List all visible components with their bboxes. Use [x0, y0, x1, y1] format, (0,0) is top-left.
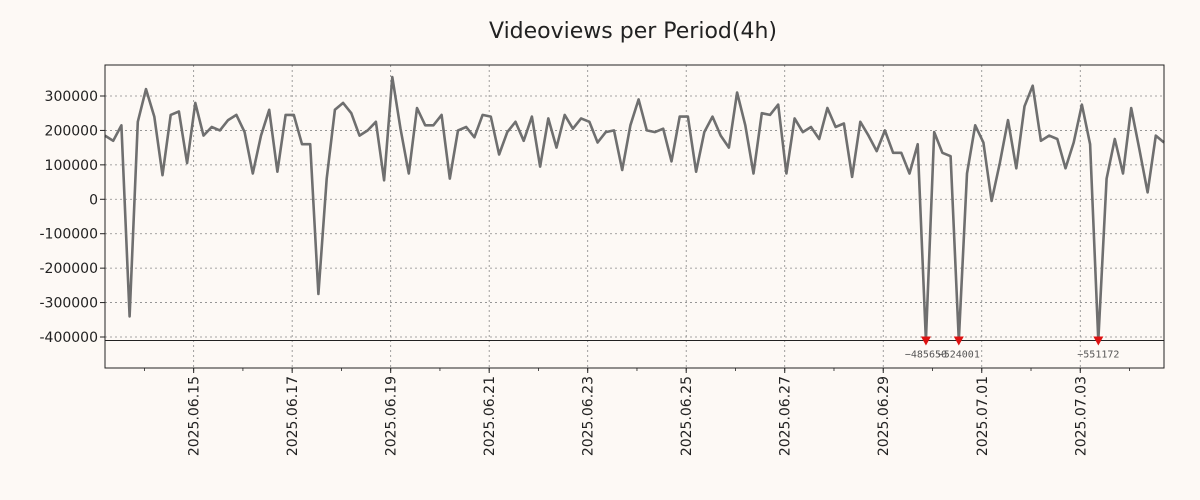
x-tick-label: 2025.06.21 [482, 376, 498, 456]
y-axis: 300000 200000 100000 0 -100000 -200000 -300000… [40, 89, 105, 346]
clip-marker [953, 336, 964, 346]
x-tick-label: 2025.07.03 [1073, 376, 1089, 456]
series-layer [104, 75, 1165, 342]
chart-title: Videoviews per Period(4h) [489, 19, 777, 44]
x-tick-label: 2025.06.17 [285, 376, 301, 456]
x-axis: 2025.06.15 2025.06.17 2025.06.19 2025.06.21… [144, 368, 1130, 456]
x-tick-label: 2025.06.19 [384, 376, 400, 456]
x-tick-label: 2025.06.25 [679, 376, 695, 456]
plot-frame [104, 64, 1165, 369]
x-tick-label: 2025.06.23 [581, 376, 597, 456]
y-tick-label: -200000 [40, 261, 99, 277]
y-tick-label: 300000 [45, 89, 98, 105]
y-tick-label: -300000 [40, 296, 99, 312]
clip-marker [1093, 336, 1104, 346]
clip-value-label: −524001 [938, 349, 980, 360]
y-tick-label: 100000 [45, 158, 98, 174]
clip-marker-layer: −485650−524001 −551172 [905, 336, 1119, 360]
y-tick-label: -400000 [40, 330, 99, 346]
x-tick-label: 2025.06.27 [778, 376, 794, 456]
grid-layer [105, 65, 1164, 368]
x-tick-label: 2025.06.15 [187, 376, 203, 456]
clip-marker [920, 336, 931, 346]
clip-value-label: −485650 [905, 349, 947, 360]
clip-value-label: −551172 [1077, 349, 1119, 360]
x-tick-label: 2025.07.01 [975, 376, 991, 456]
y-tick-label: 200000 [45, 123, 98, 139]
y-tick-label: -100000 [40, 227, 99, 243]
x-tick-label: 2025.06.29 [876, 376, 892, 456]
series-line-videoviews [104, 75, 1165, 342]
y-tick-label: 0 [89, 192, 98, 208]
